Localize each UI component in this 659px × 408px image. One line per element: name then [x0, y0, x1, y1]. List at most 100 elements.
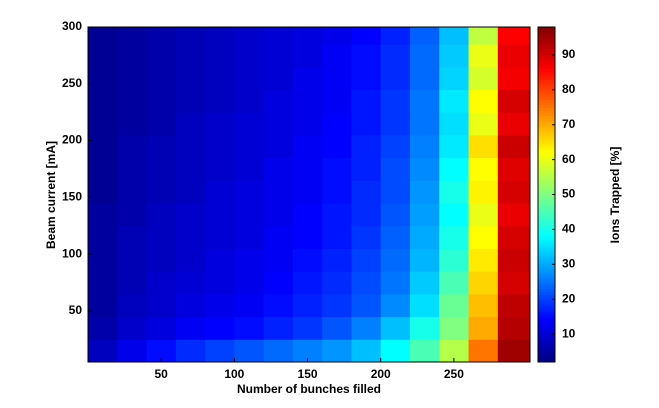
- colorbar-label: Ions Trapped [%]: [608, 147, 622, 244]
- heat-cell: [175, 27, 206, 45]
- heat-cell: [175, 66, 206, 90]
- y-tick-label: 300: [62, 19, 82, 33]
- heat-cell: [468, 89, 499, 113]
- colorbar-swatch: [538, 258, 555, 262]
- heat-cell: [205, 27, 235, 45]
- y-tick-label: 100: [62, 246, 82, 260]
- heat-cell: [234, 248, 265, 272]
- colorbar-swatch: [538, 292, 555, 296]
- heat-cell: [439, 271, 470, 295]
- colorbar-swatch: [538, 77, 555, 81]
- heat-cell: [234, 225, 265, 249]
- heat-cell: [497, 112, 531, 136]
- heat-cell: [439, 89, 470, 113]
- colorbar-swatch: [538, 186, 555, 190]
- heat-cell: [146, 293, 177, 318]
- heat-cell: [380, 248, 411, 272]
- colorbar-swatch: [538, 350, 555, 355]
- colorbar-swatch: [538, 320, 555, 324]
- heat-cell: [497, 271, 531, 295]
- heat-cell: [380, 134, 411, 159]
- heat-cell: [351, 157, 382, 181]
- heat-cell: [117, 89, 148, 113]
- heat-cell: [439, 66, 470, 90]
- colorbar-swatch: [538, 74, 555, 78]
- colorbar-swatch: [538, 43, 555, 48]
- colorbar-swatch: [538, 325, 555, 329]
- heat-cell: [88, 203, 118, 227]
- heat-cell: [322, 89, 352, 113]
- colorbar-swatch: [538, 272, 555, 276]
- x-tick-label: 250: [444, 367, 464, 381]
- heat-cell: [322, 27, 352, 45]
- colorbar-tick-label: 90: [562, 47, 576, 61]
- colorbar-swatch: [538, 172, 555, 176]
- colorbar-swatch: [538, 303, 555, 307]
- heat-cell: [439, 27, 470, 45]
- colorbar-swatch: [538, 339, 555, 343]
- heat-cell: [117, 157, 148, 181]
- colorbar-swatch: [538, 60, 555, 64]
- colorbar-swatch: [538, 241, 555, 246]
- colorbar-tick-label: 20: [562, 291, 576, 305]
- heat-cell: [146, 271, 177, 295]
- heat-cell: [351, 248, 382, 272]
- colorbar-swatch: [538, 188, 555, 193]
- heat-cell: [292, 225, 323, 249]
- heat-cell: [234, 66, 265, 90]
- colorbar-swatch: [538, 314, 555, 318]
- colorbar-swatch: [538, 250, 555, 254]
- colorbar-swatch: [538, 225, 555, 229]
- colorbar-swatch: [538, 35, 555, 39]
- heat-cell: [117, 316, 148, 340]
- heat-cell: [380, 66, 411, 90]
- colorbar-swatch: [538, 297, 555, 302]
- heat-cell: [117, 112, 148, 136]
- colorbar-swatch: [538, 342, 555, 346]
- colorbar-swatch: [538, 348, 555, 352]
- colorbar-swatch: [538, 57, 555, 61]
- heat-cell: [263, 89, 294, 113]
- heat-cell: [117, 27, 148, 45]
- heat-cell: [439, 203, 470, 227]
- heat-cell: [497, 180, 531, 204]
- heat-cell: [88, 44, 118, 68]
- heat-cell: [351, 316, 382, 340]
- heat-cell: [497, 89, 531, 113]
- colorbar-swatch: [538, 29, 555, 34]
- heat-cell: [380, 203, 411, 227]
- heat-cell: [292, 66, 323, 90]
- colorbar-swatch: [538, 264, 555, 268]
- colorbar-swatch: [538, 239, 555, 243]
- x-tick-label: 100: [224, 367, 244, 381]
- heat-cell: [117, 134, 148, 159]
- heat-cell: [409, 66, 440, 90]
- heat-cell: [351, 203, 382, 227]
- heat-cell: [292, 293, 323, 318]
- heat-cell: [439, 339, 470, 363]
- heat-cell: [409, 316, 440, 340]
- colorbar-swatch: [538, 269, 555, 274]
- heat-cell: [468, 112, 499, 136]
- heat-cell: [497, 66, 531, 90]
- colorbar-swatch: [538, 328, 555, 332]
- heat-cell: [439, 248, 470, 272]
- heat-cell: [88, 248, 118, 272]
- colorbar-swatch: [538, 82, 555, 87]
- colorbar-swatch: [538, 152, 555, 156]
- colorbar-swatch: [538, 174, 555, 179]
- heat-cell: [409, 27, 440, 45]
- heat-cell: [439, 157, 470, 181]
- heat-cell: [146, 203, 177, 227]
- colorbar-swatch: [538, 281, 555, 285]
- colorbar-tick-label: 80: [562, 82, 576, 96]
- colorbar-swatch: [538, 130, 555, 134]
- heat-cell: [468, 293, 499, 318]
- x-tick-label: 150: [298, 367, 318, 381]
- heat-cell: [409, 293, 440, 318]
- colorbar-swatch: [538, 295, 555, 299]
- heat-cell: [146, 66, 177, 90]
- heat-cell: [322, 339, 352, 363]
- colorbar-swatch: [538, 180, 555, 184]
- heat-cell: [497, 225, 531, 249]
